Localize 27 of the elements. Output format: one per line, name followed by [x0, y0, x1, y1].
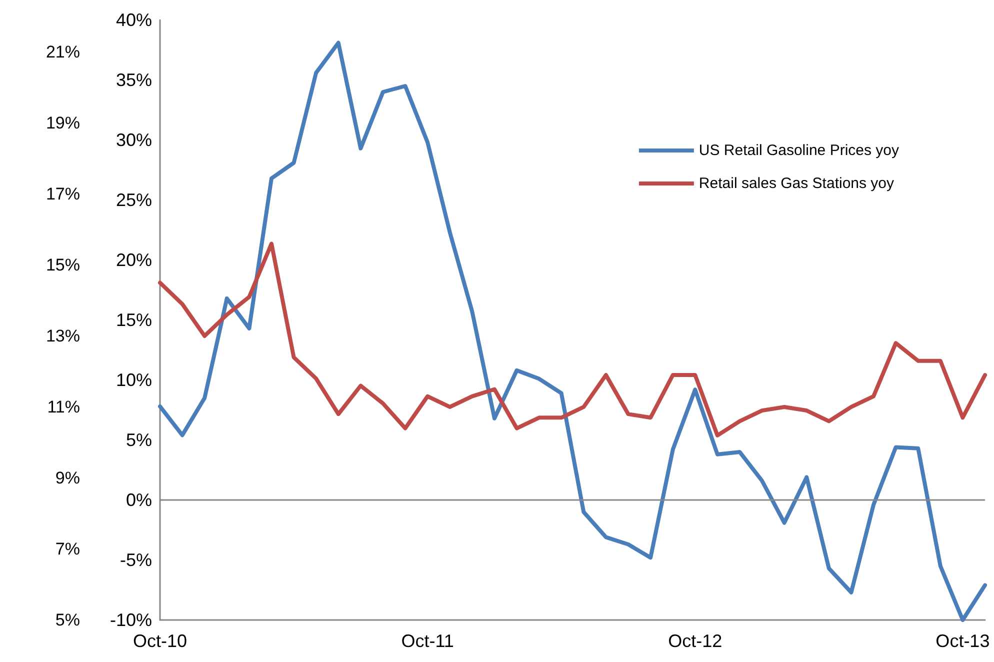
y2-tick-label: 7%: [55, 539, 80, 558]
y-tick-label: 20%: [116, 250, 152, 270]
y2-tick-label: 19%: [46, 113, 80, 132]
y-tick-label: 5%: [126, 430, 152, 450]
line-series: [158, 242, 987, 438]
x-tick-label: Oct-12: [668, 631, 722, 651]
y-tick-label: 0%: [126, 490, 152, 510]
y-tick-label: 30%: [116, 130, 152, 150]
x-tick-label: Oct-11: [401, 631, 454, 651]
x-tick-label: Oct-10: [132, 631, 188, 651]
y-tick-label: 10%: [116, 370, 152, 390]
x-tick-label: Oct-13: [936, 631, 990, 651]
y2-tick-label: 9%: [55, 468, 80, 488]
legend-label: Retail sales Gas Stations yoy: [698, 175, 895, 192]
y2-tick-label: 5%: [55, 610, 80, 630]
y2-tick-label: 15%: [46, 255, 80, 274]
y2-tick-label: 17%: [46, 184, 80, 204]
y-tick-label: 35%: [116, 70, 152, 90]
y-tick-label: -5%: [120, 550, 152, 570]
y-tick-label: 25%: [116, 190, 152, 210]
y-tick-label: -10%: [110, 610, 152, 630]
y2-tick-label: 11%: [47, 397, 80, 416]
y-tick-label: 40%: [116, 10, 152, 30]
y2-tick-label: 21%: [46, 42, 80, 62]
legend-label: US Retail Gasoline Prices yoy: [698, 142, 900, 159]
y2-tick-label: 13%: [46, 326, 80, 346]
y-tick-label: 15%: [116, 310, 152, 330]
